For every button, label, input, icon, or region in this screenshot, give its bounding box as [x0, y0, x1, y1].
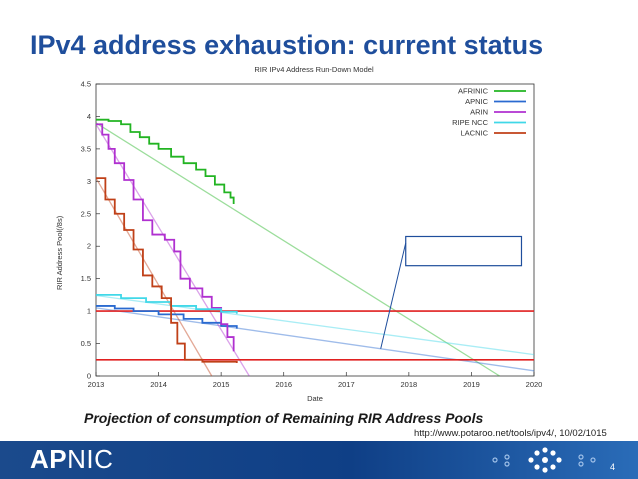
source-link[interactable]: http://www.potaroo.net/tools/ipv4/, 10/0…	[414, 428, 607, 439]
legend-label: LACNIC	[460, 129, 488, 138]
y-axis-label: RIR Address Pool(/8s)	[55, 215, 64, 290]
y-tick-label: 1.5	[81, 274, 91, 283]
projection-line-apnic	[95, 307, 535, 372]
callout-leader-line	[380, 242, 407, 349]
series-line-arin	[96, 123, 235, 352]
y-tick-label: 4.5	[81, 80, 91, 89]
page-number: 4	[610, 462, 616, 472]
x-tick-label: 2019	[463, 380, 480, 389]
y-tick-label: 3	[87, 177, 91, 186]
y-tick-label: 2.5	[81, 209, 91, 218]
y-tick-label: 2	[87, 242, 91, 251]
projection-line-arin	[95, 123, 250, 377]
apnic-logo: APNIC	[30, 444, 113, 475]
y-tick-label: 0	[87, 372, 91, 381]
plot-frame	[95, 83, 535, 377]
x-tick-label: 2018	[401, 380, 418, 389]
y-tick-label: 0.5	[81, 339, 91, 348]
projection-line-afrinic	[95, 122, 500, 377]
page-title: IPv4 address exhaustion: current status	[30, 30, 544, 60]
rir-rundown-chart: RIR IPv4 Address Run-Down Model RIR Addr…	[55, 65, 543, 403]
brand-nic: NIC	[67, 444, 114, 474]
x-tick-label: 2015	[213, 380, 230, 389]
x-tick-label: 2013	[88, 380, 105, 389]
chart-title: RIR IPv4 Address Run-Down Model	[254, 65, 374, 74]
x-tick-label: 2016	[275, 380, 292, 389]
callout-box	[405, 235, 523, 267]
y-tick-label: 4	[87, 112, 91, 121]
x-tick-label: 2017	[338, 380, 355, 389]
legend-label: RIPE NCC	[452, 118, 488, 127]
legend-label: AFRINIC	[458, 87, 489, 96]
series-line-lacnic	[96, 177, 238, 364]
projection-line-lacnic	[95, 177, 213, 377]
x-tick-label: 2014	[150, 380, 167, 389]
brand-ap: AP	[30, 444, 68, 474]
series-line-afrinic	[96, 118, 235, 205]
legend-label: ARIN	[470, 108, 488, 117]
y-tick-label: 1	[87, 307, 91, 316]
y-tick-label: 3.5	[81, 144, 91, 153]
apnic-dot-pattern-icon	[492, 447, 596, 473]
projection-line-ripe-ncc	[95, 294, 535, 356]
x-tick-label: 2020	[526, 380, 543, 389]
legend-label: APNIC	[465, 97, 489, 106]
x-axis-label: Date	[307, 394, 323, 403]
chart-caption: Projection of consumption of Remaining R…	[84, 410, 484, 426]
